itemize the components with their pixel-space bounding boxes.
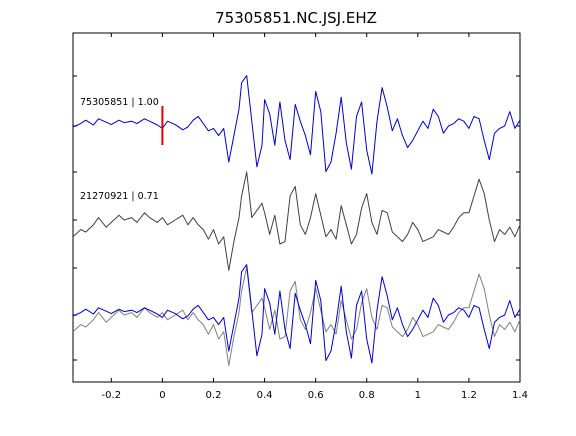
x-tick-label: -0.2 (102, 390, 122, 401)
chart-title: 75305851.NC.JSJ.EHZ (215, 9, 377, 27)
x-tick-label: 0.4 (257, 390, 273, 401)
plot-frame (72, 32, 521, 383)
trace-labels: 75305851 | 1.00 21270921 | 0.71 (80, 97, 159, 202)
x-tick-label: 1.4 (512, 390, 528, 401)
trace-label: 75305851 | 1.00 (80, 97, 159, 108)
trace-panels (72, 75, 521, 366)
x-axis: -0.2 0 0.2 0.4 0.6 0.8 1 1.2 1.4 (102, 33, 528, 401)
x-tick-label: 0 (159, 390, 165, 401)
waveform-trace-master (72, 264, 521, 364)
waveform-trace-matched (72, 171, 521, 271)
y-tick-marks (73, 75, 520, 361)
x-tick-label: 0.6 (308, 390, 324, 401)
x-tick-label: 0.8 (359, 390, 375, 401)
trace-label: 21270921 | 0.71 (80, 191, 159, 202)
x-tick-label: 1 (415, 390, 421, 401)
waveform-trace-master (72, 75, 521, 175)
x-tick-label: 1.2 (461, 390, 477, 401)
waveform-trace-matched_overlay (72, 266, 521, 366)
x-tick-label: 0.2 (206, 390, 222, 401)
